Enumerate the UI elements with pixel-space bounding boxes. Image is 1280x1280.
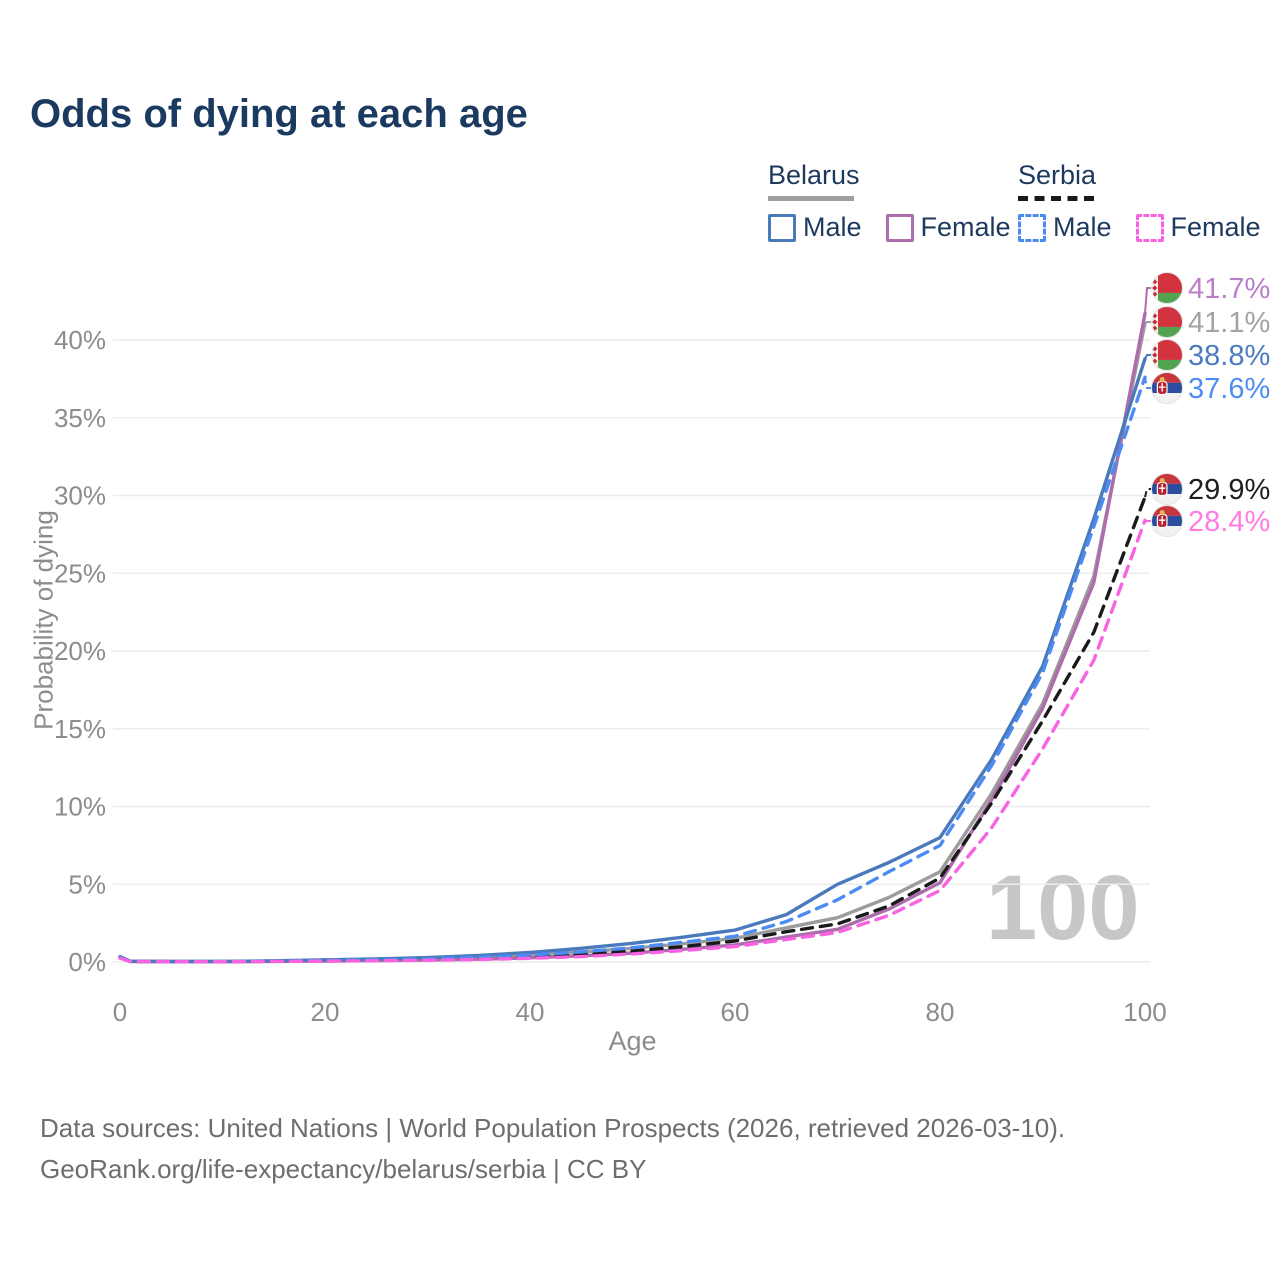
belarus-male-swatch-icon [768, 213, 796, 242]
label-connector [1144, 488, 1151, 498]
y-tick-label: 10% [54, 792, 106, 822]
x-tick-label: 100 [1123, 997, 1166, 1027]
x-tick-label: 0 [113, 997, 127, 1027]
legend-item-serbia-male: Male [1018, 212, 1112, 243]
y-tick-label: 20% [54, 636, 106, 666]
end-value-label: 41.7% [1188, 273, 1270, 305]
legend-country-serbia: Serbia [1018, 160, 1097, 190]
label-connector [1144, 321, 1151, 324]
y-tick-label: 40% [54, 325, 106, 355]
end-value-label: 28.4% [1188, 506, 1270, 538]
footer: Data sources: United Nations | World Pop… [40, 1108, 1065, 1190]
y-tick-label: 15% [54, 714, 106, 744]
end-value-label: 38.8% [1188, 340, 1270, 372]
serbia-flag-icon [1151, 473, 1183, 505]
data-source-text: Data sources: United Nations | World Pop… [40, 1113, 1066, 1143]
line-belarus-female [118, 311, 1147, 964]
y-tick-label: 30% [54, 481, 106, 511]
legend-label: Male [1053, 212, 1112, 242]
belarus-female-swatch-icon [885, 213, 914, 242]
belarus-flag-icon [1151, 272, 1183, 304]
serbia-flag-icon [1151, 372, 1183, 404]
end-value-label: 29.9% [1188, 474, 1270, 506]
legend-label: Female [920, 212, 1011, 242]
legend-label: Female [1170, 212, 1261, 242]
age-watermark: 100 [986, 857, 1140, 959]
serbia-female-swatch-icon [1135, 213, 1164, 242]
legend-country-belarus: Belarus [768, 160, 860, 190]
legend-group-serbia: Serbia Male Female [1018, 160, 1280, 243]
legend-group-belarus: Belarus Male Female [768, 160, 1035, 243]
x-tick-label: 80 [926, 997, 955, 1027]
label-connector [1144, 354, 1151, 360]
y-tick-label: 35% [54, 403, 106, 433]
label-connector [1144, 377, 1151, 389]
serbia-flag-icon [1151, 505, 1183, 537]
serbia-line-style-sample [1018, 196, 1094, 201]
y-tick-label: 5% [68, 869, 106, 899]
legend-item-belarus-male: Male [768, 212, 862, 243]
legend-item-belarus-female: Female [885, 212, 1011, 243]
line-belarus-both [118, 321, 1147, 964]
legend-item-serbia-female: Female [1135, 212, 1261, 243]
belarus-flag-icon [1151, 306, 1183, 338]
end-value-label: 41.1% [1188, 307, 1270, 339]
y-tick-label: 25% [54, 558, 106, 588]
x-tick-label: 60 [721, 997, 750, 1027]
belarus-line-style-sample [768, 196, 854, 201]
attribution-link-text[interactable]: GeoRank.org/life-expectancy/belarus/serb… [40, 1154, 647, 1184]
page-title: Odds of dying at each age [30, 92, 528, 136]
x-axis-title: Age [608, 1026, 657, 1056]
belarus-flag-icon [1151, 339, 1183, 371]
label-connector [1144, 287, 1151, 314]
line-serbia-both [118, 495, 1147, 964]
line-serbia-male [118, 375, 1147, 964]
x-tick-label: 40 [516, 997, 545, 1027]
line-serbia-female [118, 518, 1147, 964]
y-tick-label: 0% [68, 947, 106, 977]
line-belarus-male [118, 357, 1147, 964]
x-tick-label: 20 [311, 997, 340, 1027]
end-value-label: 37.6% [1188, 373, 1270, 405]
label-connector [1144, 519, 1151, 522]
serbia-male-swatch-icon [1018, 213, 1046, 242]
legend-label: Male [803, 212, 862, 242]
